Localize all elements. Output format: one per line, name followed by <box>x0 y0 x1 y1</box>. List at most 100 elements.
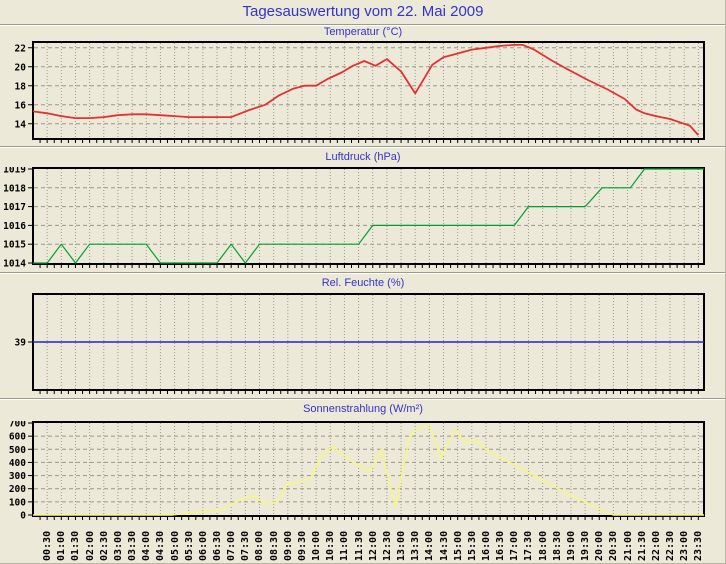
x-axis-label: 19:00 <box>565 530 577 561</box>
x-axis-label: 10:00 <box>311 530 323 561</box>
y-axis-label: 300 <box>9 471 26 482</box>
x-axis-label: 09:30 <box>296 530 308 561</box>
y-axis-label: 600 <box>9 432 26 443</box>
vertical-gridlines <box>46 295 699 389</box>
horizontal-gridlines <box>34 47 703 125</box>
x-axis-label: 08:30 <box>268 530 280 561</box>
x-axis-label: 13:00 <box>396 530 408 561</box>
y-axis-labels: 0 100 200 300 400 500 600 700 <box>9 421 32 522</box>
x-axis-label: 07:00 <box>226 530 238 561</box>
x-axis-label: 07:30 <box>240 530 252 561</box>
x-axis-label: 10:30 <box>325 530 337 561</box>
x-axis-ticks <box>39 390 699 394</box>
y-axis-label: 1015 <box>3 240 26 251</box>
y-axis-label: 400 <box>9 458 26 469</box>
x-axis-label: 18:00 <box>537 530 549 561</box>
y-axis-label: 16 <box>15 100 27 111</box>
humidity-chart: 39 <box>15 293 705 394</box>
x-axis-label: 12:00 <box>367 530 379 561</box>
x-axis-label: 20:30 <box>608 530 620 561</box>
x-axis-label: 17:00 <box>509 530 521 561</box>
x-axis-label: 06:00 <box>197 530 209 561</box>
radiation-chart: 0 100 200 300 400 500 600 700 <box>9 421 705 522</box>
x-axis-label: 01:00 <box>56 530 68 561</box>
x-axis-label: 09:00 <box>282 530 294 561</box>
y-axis-label: 39 <box>15 338 27 349</box>
y-axis-label: 22 <box>15 43 26 54</box>
y-axis-label: 1018 <box>3 183 26 194</box>
x-axis-label: 11:00 <box>339 530 351 561</box>
x-axis-ticks <box>39 139 699 143</box>
x-axis-label: 03:30 <box>127 530 139 561</box>
y-axis-label: 0 <box>20 511 26 522</box>
x-axis-label: 11:30 <box>353 530 365 561</box>
chart-title-temperature: Temperatur (°C) <box>323 26 403 38</box>
x-axis-label: 23:30 <box>693 530 705 561</box>
vertical-gridlines <box>46 43 699 138</box>
x-axis-label: 15:00 <box>452 530 464 561</box>
x-axis-label: 05:00 <box>169 530 181 561</box>
data-line <box>32 44 699 136</box>
temperature-chart: 14 16 18 20 22 <box>15 41 705 143</box>
y-axis-label: 1017 <box>3 202 26 213</box>
x-axis-label: 06:30 <box>212 530 224 561</box>
x-axis-label: 14:00 <box>424 530 436 561</box>
x-axis-label: 15:30 <box>466 530 478 561</box>
page-title: Tagesauswertung vom 22. Mai 2009 <box>242 3 484 20</box>
divider <box>0 24 725 26</box>
x-axis-label: 04:30 <box>155 530 167 561</box>
y-axis-label: 1016 <box>3 221 26 232</box>
y-axis-label: 1019 <box>3 167 26 176</box>
x-axis-label: 17:30 <box>523 530 535 561</box>
divider <box>0 272 725 274</box>
y-axis-label: 500 <box>9 445 26 456</box>
x-axis-label: 18:30 <box>551 530 563 561</box>
x-axis-label: 21:30 <box>636 530 648 561</box>
x-axis-label: 20:00 <box>594 530 606 561</box>
x-axis-ticks <box>39 516 699 520</box>
x-axis-label: 00:30 <box>42 530 54 561</box>
x-axis-label: 03:00 <box>112 530 124 561</box>
x-axis-label: 04:00 <box>141 530 153 561</box>
x-axis-label: 23:00 <box>679 530 691 561</box>
x-axis-label: 14:30 <box>438 530 450 561</box>
x-axis-label: 22:30 <box>665 530 677 561</box>
y-axis-labels: 39 <box>15 338 32 349</box>
x-axis-label: 01:30 <box>70 530 82 561</box>
chart-title-pressure: Luftdruck (hPa) <box>325 151 401 163</box>
y-axis-label: 1014 <box>3 259 26 270</box>
x-axis-label: 02:00 <box>84 530 96 561</box>
x-axis-label: 08:00 <box>254 530 266 561</box>
vertical-gridlines <box>46 423 699 515</box>
divider <box>0 146 725 148</box>
y-axis-label: 14 <box>15 119 27 130</box>
plot-frame <box>32 167 705 265</box>
x-axis-label: 02:30 <box>98 530 110 561</box>
y-axis-labels: 14 16 18 20 22 <box>15 43 32 130</box>
data-line <box>33 168 704 264</box>
x-axis-label: 16:00 <box>480 530 492 561</box>
horizontal-gridlines <box>34 187 703 245</box>
x-axis-label: 19:30 <box>580 530 592 561</box>
vertical-gridlines <box>46 169 699 263</box>
x-axis-label: 21:00 <box>622 530 634 561</box>
x-axis-label: 05:30 <box>183 530 195 561</box>
x-axis-label: 13:30 <box>410 530 422 561</box>
y-axis-label: 18 <box>15 81 27 92</box>
x-axis-ticks <box>39 264 699 268</box>
chart-title-humidity: Rel. Feuchte (%) <box>321 277 405 289</box>
chart-title-radiation: Sonnenstrahlung (W/m²) <box>303 403 423 415</box>
y-axis-label: 20 <box>15 62 27 73</box>
plot-frame <box>32 41 705 140</box>
plot-frame <box>32 421 705 517</box>
x-axis-label: 16:30 <box>495 530 507 561</box>
y-axis-label: 100 <box>9 497 26 508</box>
horizontal-gridlines <box>34 435 703 503</box>
pressure-chart: 1014 1015 1016 1017 1018 1019 <box>3 167 705 270</box>
y-axis-label: 200 <box>9 484 26 495</box>
x-axis-label: 22:00 <box>650 530 662 561</box>
y-axis-labels: 1014 1015 1016 1017 1018 1019 <box>3 167 32 270</box>
x-axis-label: 12:30 <box>381 530 393 561</box>
y-axis-label: 700 <box>9 421 26 430</box>
